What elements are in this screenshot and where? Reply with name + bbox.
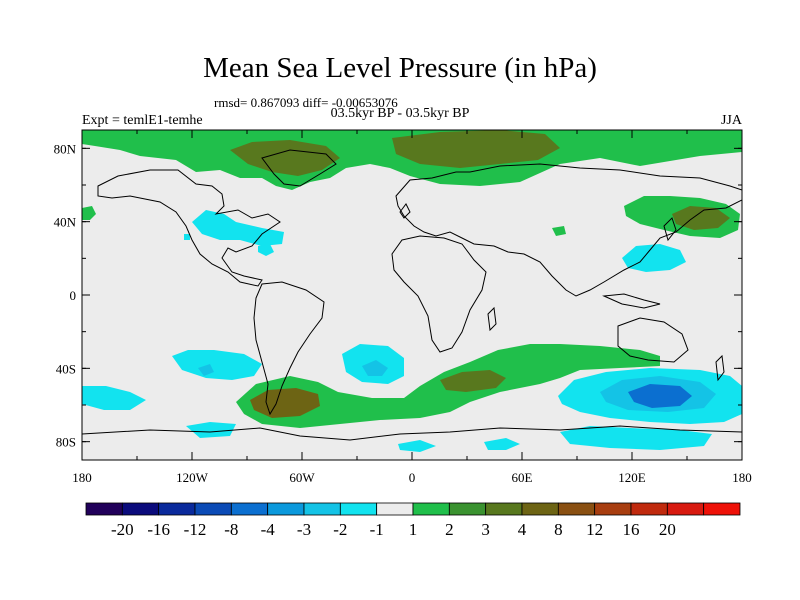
lon-tick-label: 120W bbox=[176, 470, 209, 485]
lon-tick-label: 120E bbox=[618, 470, 646, 485]
coast-greenland bbox=[261, 149, 337, 187]
antarctic-negative-small-2 bbox=[398, 440, 436, 452]
colorbar-label: 2 bbox=[445, 520, 454, 539]
pacific-negative-dot bbox=[184, 234, 190, 240]
south-pacific-inner bbox=[198, 364, 214, 376]
north-pacific-core bbox=[672, 206, 730, 230]
south-pacific-negative bbox=[172, 350, 262, 380]
coast-australia bbox=[617, 317, 689, 363]
colorbar-label: 4 bbox=[518, 520, 527, 539]
south-africa-core bbox=[440, 370, 506, 392]
colorbar-swatch bbox=[303, 502, 341, 516]
colorbar-swatch bbox=[230, 502, 269, 516]
south-indian-core bbox=[628, 384, 692, 408]
west-europe-positive bbox=[82, 206, 96, 220]
arctic-core-region bbox=[392, 130, 560, 168]
colorbar-swatch bbox=[703, 502, 741, 516]
colorbar-swatch bbox=[666, 502, 705, 516]
colorbar-swatch bbox=[412, 502, 450, 516]
colorbar-swatch bbox=[376, 502, 414, 516]
lon-tick-label: 60E bbox=[512, 470, 533, 485]
south-pacific-west-negative bbox=[82, 386, 146, 410]
colorbar-swatch bbox=[194, 502, 232, 516]
coast-antarctica bbox=[82, 425, 742, 441]
colorbar-label: -4 bbox=[261, 520, 276, 539]
colorbar-swatch bbox=[485, 502, 523, 516]
lon-tick-label: 0 bbox=[409, 470, 416, 485]
colorbar-swatch bbox=[557, 502, 596, 516]
season-label: JJA bbox=[720, 113, 742, 128]
south-america-core bbox=[250, 388, 320, 418]
coast-japan bbox=[663, 217, 677, 242]
colorbar-swatch bbox=[121, 502, 160, 516]
experiment-label: Expt = temlE1-temhe bbox=[82, 113, 203, 128]
colorbar-swatch bbox=[521, 502, 559, 516]
antarctic-negative-small-3 bbox=[484, 438, 520, 450]
coast-africa bbox=[391, 235, 487, 353]
colorbar-label: 12 bbox=[586, 520, 603, 539]
lon-tick-label: 180 bbox=[732, 470, 752, 485]
colorbar-swatch bbox=[594, 502, 632, 516]
colorbar-label: -20 bbox=[111, 520, 134, 539]
colorbar-swatch bbox=[267, 502, 305, 516]
caribbean-negative bbox=[258, 244, 274, 256]
west-pacific-negative bbox=[622, 244, 686, 272]
lon-tick-label: 60W bbox=[289, 470, 315, 485]
lon-tick-label: 180 bbox=[72, 470, 92, 485]
lat-tick-label: 40S bbox=[56, 361, 76, 376]
coast-madagascar bbox=[487, 306, 497, 332]
coast-new-zealand bbox=[715, 354, 725, 382]
atlantic-small-positive bbox=[552, 226, 566, 236]
antarctic-negative bbox=[560, 426, 712, 450]
lat-tick-label: 80S bbox=[56, 435, 76, 450]
coast-uk bbox=[399, 203, 411, 219]
subtitle: 03.5kyr BP - 03.5kyr BP bbox=[330, 106, 470, 121]
coast-south-america bbox=[253, 281, 325, 416]
colorbar: -20 -16 -12 -8 -4 -3 -2 -1 1 2 3 4 8 12 16 20 bbox=[85, 502, 741, 539]
colorbar-swatch bbox=[158, 502, 196, 516]
colorbar-label: -3 bbox=[297, 520, 311, 539]
coastlines bbox=[82, 149, 742, 441]
greenland-core-region bbox=[230, 140, 340, 176]
colorbar-swatch bbox=[448, 502, 487, 516]
colorbar-label: 20 bbox=[659, 520, 676, 539]
colorbar-label: -12 bbox=[184, 520, 207, 539]
longitude-axis: 180 120W 60W 0 60E 120E 180 bbox=[72, 130, 752, 485]
colorbar-swatch bbox=[85, 502, 123, 516]
map-title: Mean Sea Level Pressure (in hPa) bbox=[203, 52, 597, 84]
latitude-axis: 80N 40N 0 40S 80S bbox=[54, 141, 742, 450]
lat-tick-label: 80N bbox=[54, 141, 77, 156]
colorbar-label: -16 bbox=[147, 520, 170, 539]
coast-north-america bbox=[97, 169, 281, 287]
colorbar-label: 8 bbox=[554, 520, 563, 539]
colorbar-label: -8 bbox=[224, 520, 238, 539]
colorbar-label: 1 bbox=[409, 520, 418, 539]
coast-eurasia bbox=[395, 163, 742, 297]
north-america-negative bbox=[192, 210, 284, 246]
map-panel bbox=[82, 130, 742, 460]
colorbar-label: 3 bbox=[481, 520, 490, 539]
south-atlantic-inner bbox=[362, 360, 388, 376]
colorbar-swatch bbox=[630, 502, 668, 516]
coast-indonesia bbox=[602, 293, 661, 309]
lat-tick-label: 40N bbox=[54, 215, 77, 230]
lat-tick-label: 0 bbox=[70, 288, 77, 303]
colorbar-label: -2 bbox=[333, 520, 347, 539]
colorbar-label: -1 bbox=[370, 520, 384, 539]
colorbar-swatch bbox=[339, 502, 378, 516]
colorbar-label: 16 bbox=[623, 520, 640, 539]
stats-label: rmsd= 0.867093 diff= -0.00653076 bbox=[214, 95, 398, 110]
antarctic-negative-small-1 bbox=[186, 422, 236, 438]
